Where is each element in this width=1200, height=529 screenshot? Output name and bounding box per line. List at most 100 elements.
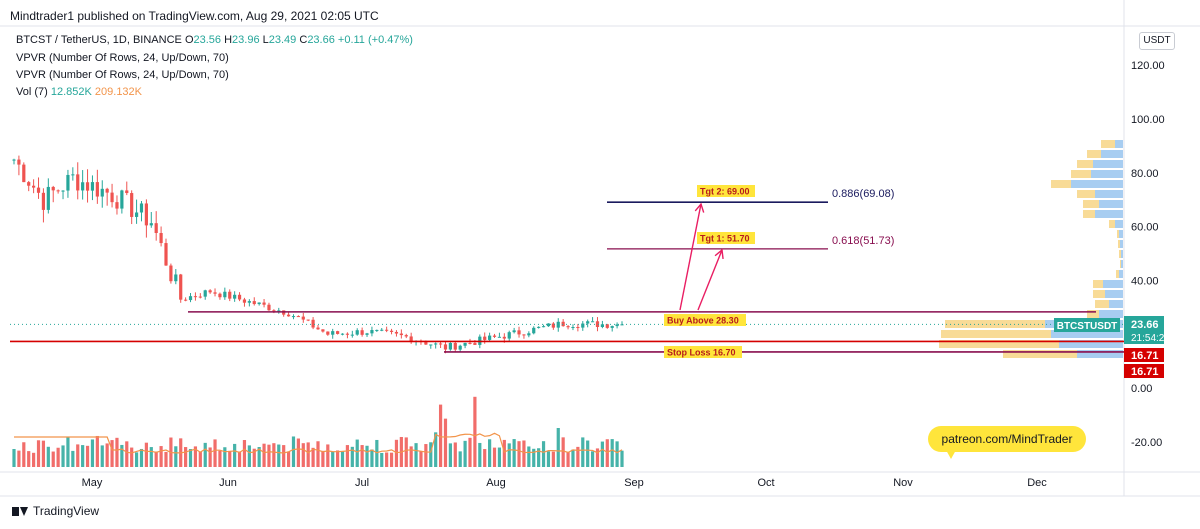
candle-body xyxy=(296,316,300,318)
vpvr-down-row xyxy=(941,330,1051,338)
candle-body xyxy=(581,323,585,328)
volume-bar xyxy=(502,439,506,467)
vpvr-down-row xyxy=(1116,270,1119,278)
volume-bar xyxy=(458,451,462,467)
volume-bar xyxy=(556,428,560,467)
vpvr-down-row xyxy=(1093,290,1105,298)
volume-bar xyxy=(404,437,408,467)
candle-body xyxy=(272,310,276,312)
candle-body xyxy=(193,296,198,298)
candle-body xyxy=(370,330,374,334)
low-value: 23.49 xyxy=(268,34,297,46)
candle-body xyxy=(355,330,359,335)
candle-body xyxy=(311,319,315,328)
volume-bar xyxy=(336,450,340,467)
candle-body xyxy=(22,164,26,183)
candle-body xyxy=(517,330,521,335)
volume-bar xyxy=(32,452,36,467)
y-tick-label: 80.00 xyxy=(1131,168,1159,180)
vpvr-indicator-1[interactable]: VPVR (Number Of Rows, 24, Up/Down, 70) xyxy=(16,52,229,64)
candle-body xyxy=(488,335,492,340)
buy-label: Buy Above 28.30 xyxy=(667,316,739,326)
volume-bar xyxy=(27,451,31,467)
volume-bar xyxy=(561,437,565,467)
candle-body xyxy=(174,274,178,282)
volume-bar xyxy=(571,449,575,467)
vpvr-down-row xyxy=(1120,260,1121,268)
currency-button[interactable]: USDT xyxy=(1139,32,1175,50)
volume-bar xyxy=(389,452,394,467)
symbol-title[interactable]: BTCST / TetherUS, 1D, BINANCE xyxy=(16,34,182,46)
candle-body xyxy=(179,274,183,300)
candle-body xyxy=(429,344,433,346)
volume-bar xyxy=(566,451,570,467)
close-label: C xyxy=(299,34,308,46)
candle-body xyxy=(595,321,600,328)
volume-bar xyxy=(473,396,477,467)
vpvr-up-row xyxy=(1077,350,1123,358)
volume-bar xyxy=(277,444,281,467)
volume-bar xyxy=(36,440,41,467)
vpvr-up-row xyxy=(1119,230,1123,238)
volume-bar xyxy=(110,440,114,467)
volume-bar xyxy=(478,442,482,467)
candle-body xyxy=(424,342,428,345)
volume-bar xyxy=(154,451,158,467)
candle-body xyxy=(85,182,90,191)
vpvr-up-row xyxy=(1101,150,1123,158)
volume-bar xyxy=(360,445,364,467)
volume-bar xyxy=(483,449,487,467)
volume-bar xyxy=(149,447,153,467)
volume-bar xyxy=(208,447,212,467)
candle-body xyxy=(188,296,193,301)
volume-bar xyxy=(193,446,198,467)
candle-body xyxy=(237,294,242,300)
x-tick-label: Nov xyxy=(893,477,913,489)
volume-bar xyxy=(257,447,261,467)
x-tick-label: Sep xyxy=(624,477,644,489)
candle-body xyxy=(590,321,595,323)
candle-body xyxy=(27,182,31,186)
candle-body xyxy=(277,310,281,312)
vpvr-indicator-2[interactable]: VPVR (Number Of Rows, 24, Up/Down, 70) xyxy=(16,69,229,81)
candle-body xyxy=(95,182,99,197)
candle-body xyxy=(130,193,134,217)
volume-bar xyxy=(17,450,21,467)
price-badge-2-bg xyxy=(1124,364,1164,378)
vpvr-down-row xyxy=(1077,160,1093,168)
last-price-badge: 23.66 xyxy=(1131,319,1159,331)
candle-body xyxy=(326,331,330,335)
symbol-legend: BTCST / TetherUS, 1D, BINANCE O23.56 H23… xyxy=(16,34,413,46)
vpvr-up-row xyxy=(1121,260,1123,268)
candle-body xyxy=(610,326,614,328)
volume-bar xyxy=(468,437,472,467)
candle-body xyxy=(483,336,487,340)
volume-bar xyxy=(95,435,99,467)
price-badge-1-bg xyxy=(1124,348,1164,362)
volume-bar xyxy=(242,440,247,467)
volume-bar xyxy=(380,452,384,467)
volume-bar xyxy=(130,447,134,467)
volume-bar xyxy=(586,440,590,467)
price-badge-2: 16.71 xyxy=(1131,366,1159,378)
volume-bar xyxy=(527,446,531,467)
candle-body xyxy=(169,265,173,282)
volume-bar xyxy=(350,446,354,467)
candle-body xyxy=(110,192,114,203)
volume-bar xyxy=(134,452,139,467)
vpvr-down-row xyxy=(1071,170,1091,178)
volume-bar xyxy=(453,442,457,467)
candle-body xyxy=(507,332,511,339)
y-tick-label: 60.00 xyxy=(1131,222,1159,234)
volume-indicator-label[interactable]: Vol (7) xyxy=(16,86,48,98)
candle-body xyxy=(262,302,266,305)
vpvr-up-row xyxy=(1105,290,1123,298)
volume-bar xyxy=(301,443,305,467)
candle-body xyxy=(134,212,139,217)
volume-bar xyxy=(296,438,300,467)
buy-label-bg xyxy=(664,314,746,326)
volume-bar xyxy=(203,442,207,467)
volume-bar xyxy=(267,444,271,467)
tradingview-footer[interactable]: TradingView xyxy=(12,504,99,518)
